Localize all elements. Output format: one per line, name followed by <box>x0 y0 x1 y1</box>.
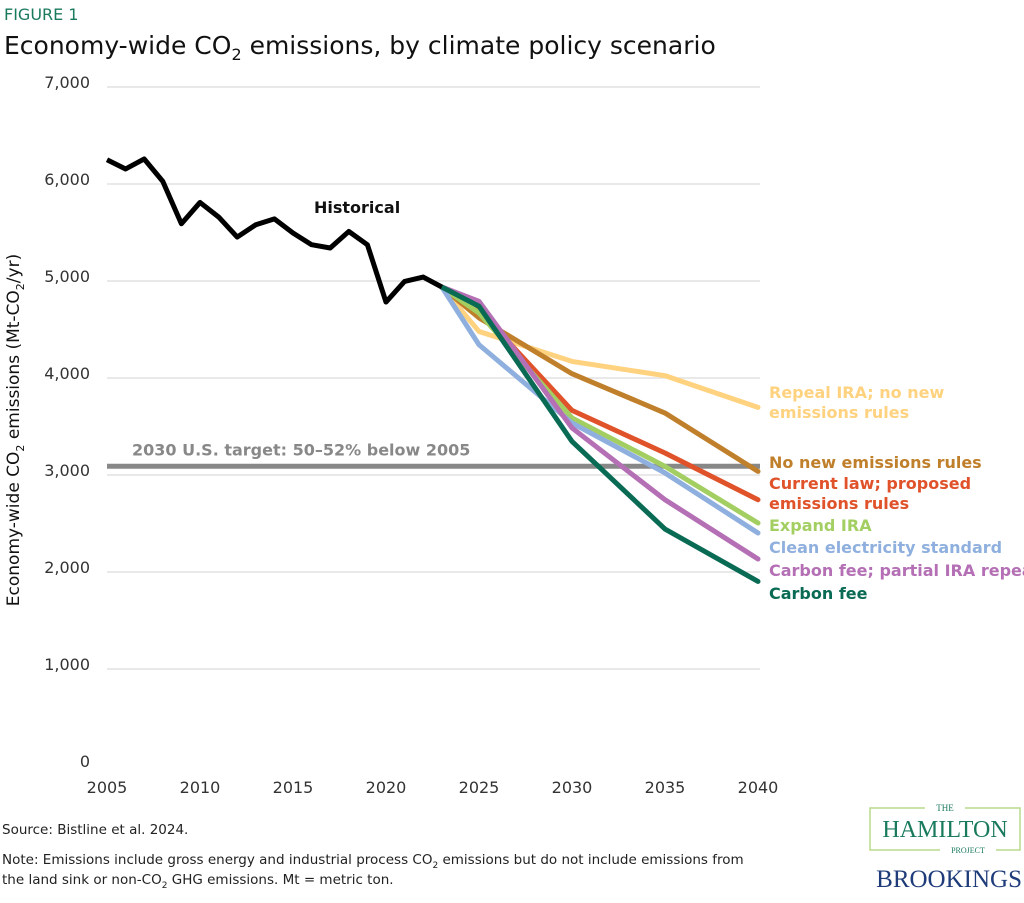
figure-label: FIGURE 1 <box>4 5 79 24</box>
hamilton-project-logo: THE HAMILTON PROJECT <box>869 803 1021 855</box>
series-label: Repeal IRA; no new <box>769 383 944 402</box>
y-tick-label: 4,000 <box>44 364 90 383</box>
series-line-no-new-emissions-rules <box>439 284 761 474</box>
series-label: Carbon fee <box>769 584 868 603</box>
series-line-carbon-fee <box>439 284 761 584</box>
y-axis-label: Economy-wide CO2 emissions (Mt-CO2/yr) <box>4 254 27 606</box>
hamilton-name: HAMILTON <box>882 817 1007 843</box>
y-tick-label: 0 <box>80 752 90 771</box>
series-label: No new emissions rules <box>769 453 982 472</box>
note-line-2: the land sink or non-CO2 GHG emissions. … <box>2 872 394 891</box>
historical-line <box>105 156 443 305</box>
historical-label: Historical <box>314 198 400 217</box>
series-line-clean-electricity-standard <box>439 284 761 536</box>
series-label: Carbon fee; partial IRA repeal <box>769 561 1024 580</box>
brookings-logo: BROOKINGS <box>876 866 1022 893</box>
y-axis-ticks: 0 1,000 2,000 3,000 4,000 5,000 6,000 7,000 <box>44 73 90 771</box>
historical-group: Historical <box>105 156 443 305</box>
series-label: Current law; proposed <box>769 474 971 493</box>
series-line-expand-ira <box>439 284 761 526</box>
hamilton-project: PROJECT <box>951 846 985 855</box>
x-tick-label: 2040 <box>738 778 779 797</box>
x-tick-label: 2010 <box>180 778 221 797</box>
y-tick-label: 1,000 <box>44 655 90 674</box>
series-line-carbon-fee-partial-ira-repeal <box>439 284 761 562</box>
series-line-repeal-ira-no-new-emissions-rules <box>439 284 761 410</box>
x-tick-label: 2035 <box>645 778 686 797</box>
x-tick-label: 2005 <box>87 778 128 797</box>
y-tick-label: 5,000 <box>44 267 90 286</box>
series-label: emissions rules <box>769 494 909 513</box>
series-label: emissions rules <box>769 403 909 422</box>
series-label: Expand IRA <box>769 516 872 535</box>
gridlines <box>107 86 760 670</box>
note-line-1: Note: Emissions include gross energy and… <box>2 852 744 871</box>
hamilton-the: THE <box>936 803 954 813</box>
series-label: Clean electricity standard <box>769 538 1002 557</box>
x-axis-ticks: 2005 2010 2015 2020 2025 2030 2035 2040 <box>87 778 779 797</box>
x-tick-label: 2030 <box>552 778 593 797</box>
x-tick-label: 2015 <box>273 778 314 797</box>
x-tick-label: 2020 <box>366 778 407 797</box>
x-tick-label: 2025 <box>459 778 500 797</box>
source-text: Source: Bistline et al. 2024. <box>2 822 188 838</box>
y-tick-label: 7,000 <box>44 73 90 92</box>
target-label: 2030 U.S. target: 50–52% below 2005 <box>132 440 470 459</box>
y-tick-label: 6,000 <box>44 170 90 189</box>
chart-title: Economy-wide CO2 emissions, by climate p… <box>4 31 716 64</box>
y-tick-label: 2,000 <box>44 558 90 577</box>
y-tick-label: 3,000 <box>44 461 90 480</box>
series-lines <box>439 284 761 584</box>
